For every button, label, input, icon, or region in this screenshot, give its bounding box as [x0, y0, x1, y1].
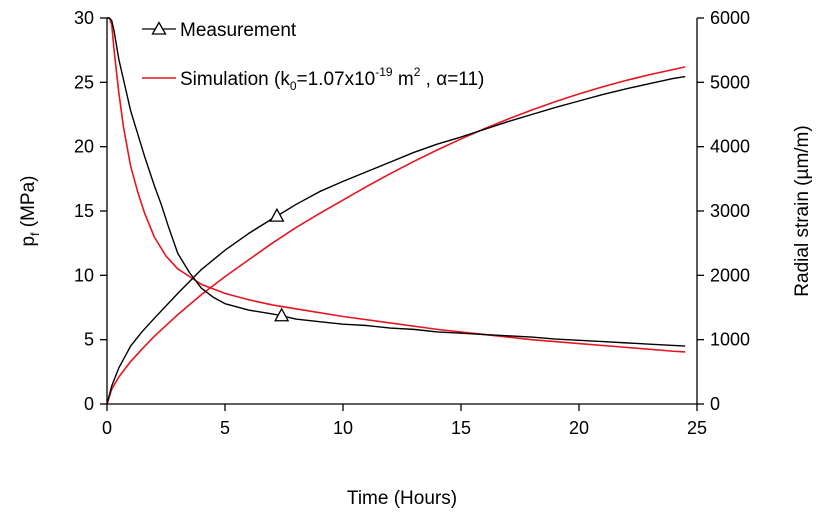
right-y-tick-label: 4000: [710, 137, 750, 157]
x-tick-label: 20: [569, 418, 589, 438]
legend: Measurement Simulation (k0=1.07x10-19 m2…: [142, 20, 484, 93]
legend-simulation-unit-exp: 2: [414, 65, 421, 79]
x-tick-label: 15: [451, 418, 471, 438]
left-y-tick-label: 0: [84, 394, 94, 414]
left-y-tick-label: 15: [74, 201, 94, 221]
x-tick-label: 0: [102, 418, 112, 438]
right-y-tick-label: 1000: [710, 330, 750, 350]
x-tick-label: 25: [687, 418, 707, 438]
legend-simulation-k-mid: =1.07x10: [297, 69, 376, 90]
legend-simulation-label: Simulation (k0=1.07x10-19 m2 , α=11): [180, 65, 484, 93]
left-axis-title-base: p: [18, 236, 39, 247]
left-axis-title: pf (MPa): [18, 176, 42, 247]
x-tick-label: 10: [333, 418, 353, 438]
left-y-tick-label: 30: [74, 8, 94, 28]
left-y-tick-label: 10: [74, 265, 94, 285]
measurement-radial-strain-line: [106, 75, 686, 405]
left-y-tick-label: 20: [74, 137, 94, 157]
measurement-pf-marker: [274, 307, 290, 322]
right-axis-title: Radial strain (µm/m): [792, 125, 813, 296]
legend-simulation-prefix: Simulation (k: [180, 69, 290, 90]
simulation-pf-line: [107, 17, 686, 353]
left-y-tick-label: 25: [74, 72, 94, 92]
measurement-pf-line: [107, 17, 686, 347]
right-y-tick-label: 6000: [710, 8, 750, 28]
right-y-tick-label: 5000: [710, 72, 750, 92]
markers: [269, 207, 290, 322]
simulation-radial-strain-line: [106, 66, 686, 405]
right-y-tick-label: 0: [710, 394, 720, 414]
right-y-tick-label: 2000: [710, 265, 750, 285]
legend-measurement-label: Measurement: [180, 20, 297, 41]
legend-simulation-k-sub: 0: [290, 79, 297, 93]
x-axis-title: Time (Hours): [347, 488, 457, 509]
left-axis-title-rest: (MPa): [18, 176, 39, 233]
left-y-tick-label: 5: [84, 330, 94, 350]
legend-measurement-marker: [151, 21, 167, 35]
x-tick-label: 5: [220, 418, 230, 438]
right-y-tick-label: 3000: [710, 201, 750, 221]
legend-simulation-k-unit: m: [393, 69, 414, 90]
curves: [106, 17, 686, 405]
legend-simulation-rest: , α=11): [420, 69, 484, 90]
legend-simulation-k-exp: -19: [375, 65, 393, 79]
left-axis-title-sub: f: [28, 232, 42, 236]
ticks: 0 5 10 15 20 25051015202530010002000300040005…: [74, 8, 750, 438]
measurement-radial-strain-marker: [269, 207, 285, 222]
